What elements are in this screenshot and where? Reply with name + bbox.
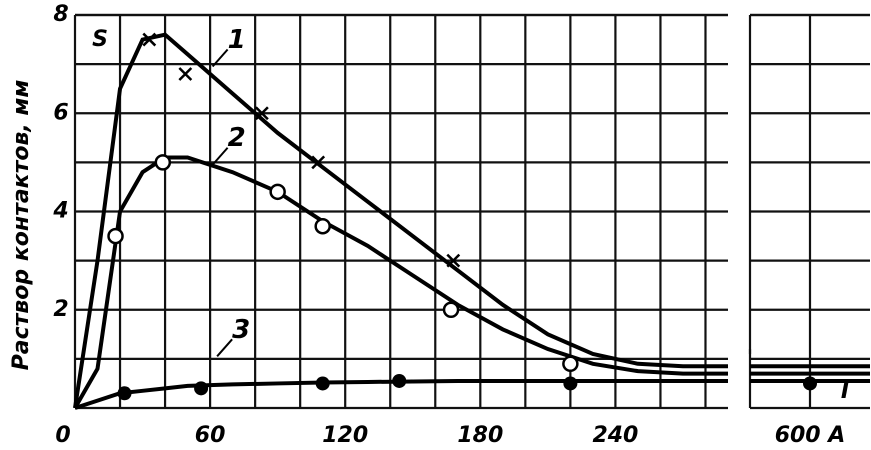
series-label: 2 <box>228 123 246 153</box>
cross-marker <box>142 32 157 47</box>
label-leader <box>216 338 233 357</box>
dot-marker <box>563 376 578 391</box>
circle-marker <box>562 355 579 373</box>
y-tick-label: 8 <box>53 2 68 27</box>
curve <box>73 32 728 409</box>
dot-marker <box>315 376 330 391</box>
y-tick-label: 6 <box>53 100 68 125</box>
x-tick-label: 0 <box>55 423 70 448</box>
dot-marker <box>194 381 209 396</box>
y-tick-label: 4 <box>52 199 68 224</box>
y-axis-label: Раствор контактов, мм <box>9 80 34 371</box>
series-label: 1 <box>228 25 246 55</box>
y-tick-label: 2 <box>53 297 68 322</box>
label-leader <box>211 147 229 166</box>
circle-marker <box>442 301 460 318</box>
series-label: 3 <box>232 315 250 345</box>
cross-marker <box>255 106 269 121</box>
dot-marker <box>803 376 817 391</box>
x-tick-label: 120 <box>322 423 368 448</box>
x-tick-label: 600 A <box>775 423 846 448</box>
x-tick-label: 180 <box>457 423 503 448</box>
curve <box>74 378 728 410</box>
x-symbol: I <box>841 379 849 404</box>
cross-marker <box>178 67 193 81</box>
y-symbol: S <box>92 27 108 52</box>
circle-marker <box>154 154 172 171</box>
curve <box>73 155 728 409</box>
dot-marker <box>392 373 407 388</box>
x-tick-label: 60 <box>195 423 226 448</box>
circle-marker <box>107 227 124 245</box>
circle-marker <box>269 183 286 201</box>
cross-marker <box>446 253 461 268</box>
cross-marker <box>311 155 326 170</box>
dot-marker <box>117 386 132 401</box>
x-tick-label: 240 <box>592 423 638 448</box>
circle-marker <box>314 217 331 235</box>
label-leader <box>211 48 229 68</box>
